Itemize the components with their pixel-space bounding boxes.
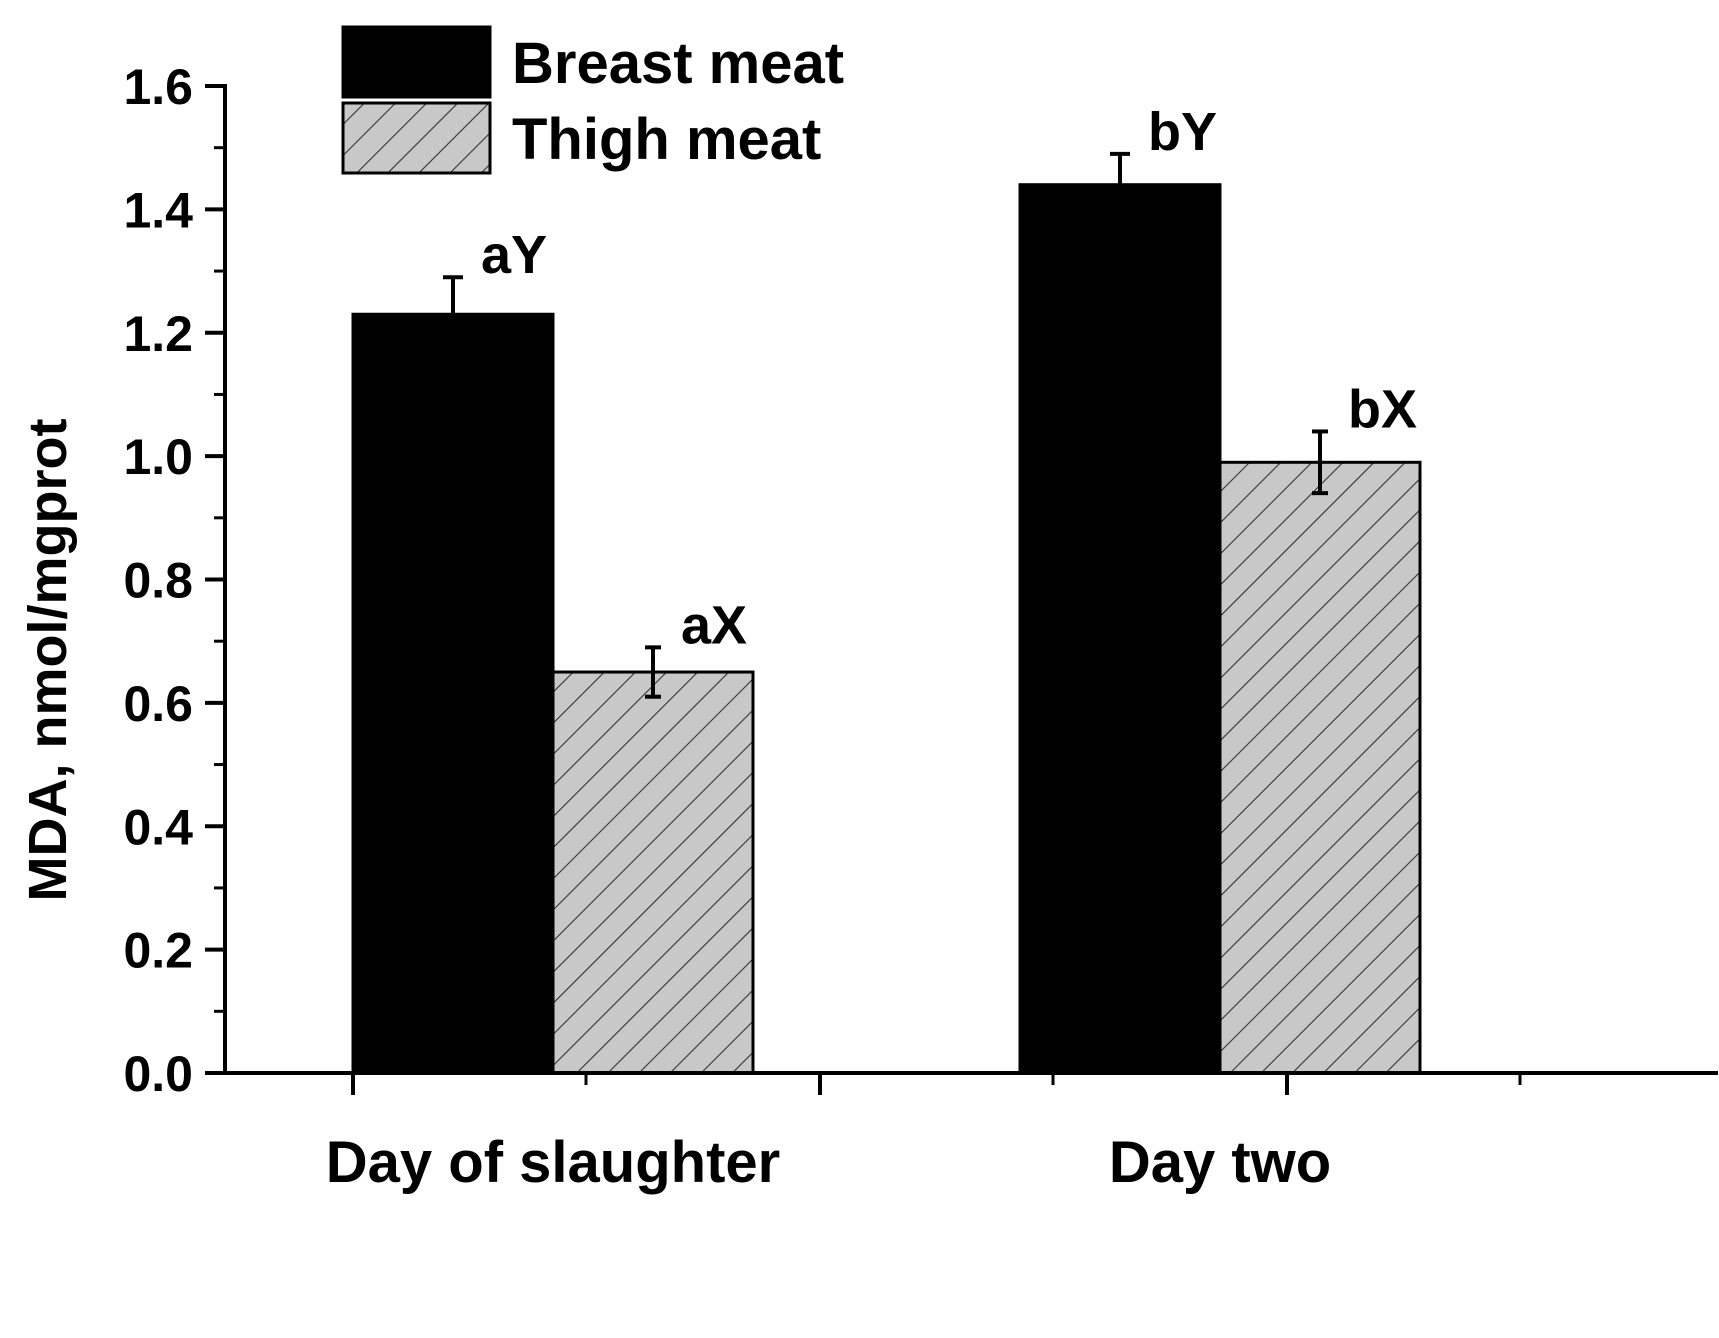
x-category-label: Day of slaughter bbox=[326, 1130, 780, 1195]
error-bar-thigh-meat-1 bbox=[645, 645, 661, 699]
y-tick-label: 1.4 bbox=[123, 182, 193, 238]
legend-item-thigh-meat: Thigh meat bbox=[341, 101, 821, 175]
significance-label: bX bbox=[1348, 379, 1417, 439]
error-bar-breast-meat-1 bbox=[443, 275, 463, 315]
bars-layer bbox=[351, 151, 1422, 1075]
legend-label: Breast meat bbox=[512, 31, 844, 96]
y-tick-label: 1.2 bbox=[123, 306, 193, 362]
bar-breast-meat-2 bbox=[1018, 183, 1222, 1075]
error-bar-breast-meat-2 bbox=[1110, 151, 1130, 185]
x-category-label: Day two bbox=[1109, 1130, 1331, 1195]
y-axis-title: MDA, nmol/mgprot bbox=[18, 419, 78, 902]
bar-thigh-meat-1 bbox=[551, 670, 755, 1075]
significance-label: bY bbox=[1148, 102, 1217, 162]
y-tick-label: 0.2 bbox=[123, 923, 193, 979]
bar-breast-meat-1 bbox=[351, 312, 555, 1075]
bar-thigh-meat-2 bbox=[1218, 460, 1422, 1075]
y-tick-label: 1.0 bbox=[123, 429, 193, 485]
axes-layer bbox=[205, 84, 1718, 1095]
labels-layer: aY bY aX bX 0.0 0.2 0.4 0.6 0.8 1.0 1.2 1.4 1.6 Day o… bbox=[18, 59, 1417, 1195]
legend-swatch bbox=[341, 101, 492, 175]
y-tick-label: 0.0 bbox=[123, 1046, 193, 1102]
legend-swatch bbox=[341, 25, 492, 99]
y-tick-label: 0.6 bbox=[123, 676, 193, 732]
legend: Breast meat Thigh meat bbox=[341, 25, 844, 175]
legend-label: Thigh meat bbox=[512, 107, 821, 172]
y-tick-label: 1.6 bbox=[123, 59, 193, 115]
error-bar-thigh-meat-2 bbox=[1312, 429, 1328, 496]
y-tick-label: 0.4 bbox=[123, 799, 193, 855]
significance-label: aX bbox=[681, 595, 747, 655]
legend-item-breast-meat: Breast meat bbox=[341, 25, 844, 99]
y-tick-label: 0.8 bbox=[123, 553, 193, 609]
significance-label: aY bbox=[481, 225, 547, 285]
